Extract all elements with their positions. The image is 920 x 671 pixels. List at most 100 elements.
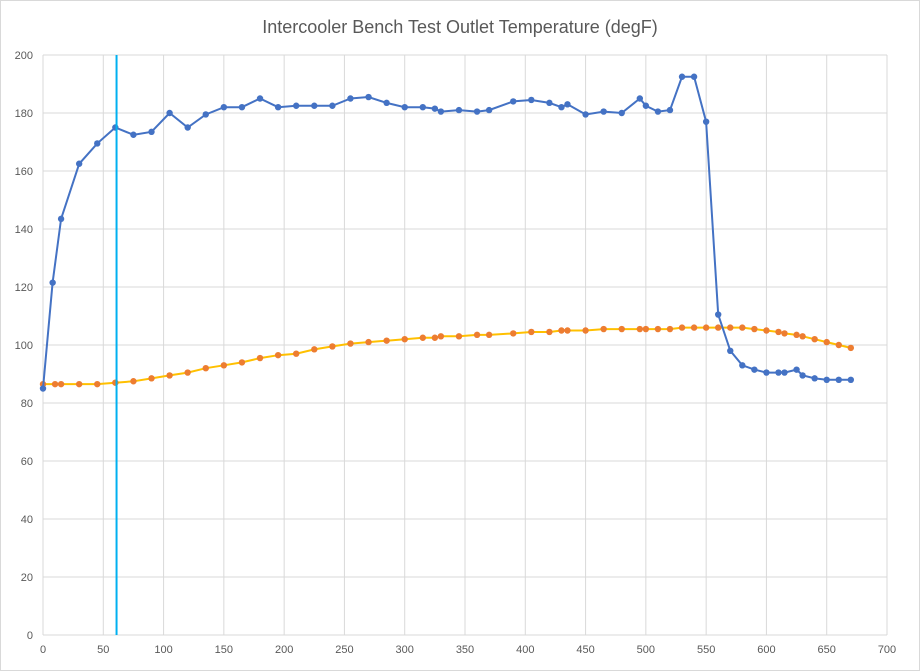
series-2-point bbox=[666, 325, 674, 333]
series-1-point bbox=[202, 111, 209, 118]
series-1-point bbox=[618, 109, 625, 117]
series-1-point bbox=[666, 106, 674, 114]
series-2-point bbox=[75, 380, 83, 388]
series-2-point bbox=[437, 333, 445, 340]
series-2-point bbox=[419, 334, 426, 341]
series-2-point bbox=[112, 379, 119, 386]
series-2-point bbox=[383, 337, 390, 344]
series-1-point bbox=[528, 96, 535, 104]
series-2-point bbox=[775, 328, 782, 336]
series-2-point bbox=[564, 327, 571, 334]
series-1-point bbox=[57, 215, 65, 223]
x-tick-label: 50 bbox=[97, 644, 109, 656]
series-2-point bbox=[401, 336, 408, 343]
series-2-point bbox=[311, 346, 318, 353]
series-2-point bbox=[799, 333, 806, 340]
series-1-point bbox=[690, 73, 698, 80]
series-2-point bbox=[811, 336, 818, 343]
series-1-point bbox=[763, 369, 770, 376]
y-tick-label: 160 bbox=[15, 166, 33, 178]
series-2-point bbox=[690, 324, 698, 331]
series-2-point bbox=[329, 343, 336, 350]
y-tick-label: 40 bbox=[21, 514, 33, 526]
series-1-point bbox=[485, 106, 493, 114]
series-2-point bbox=[823, 338, 830, 346]
series-2-point bbox=[739, 324, 746, 331]
series-2-point bbox=[835, 341, 842, 349]
series-2-point bbox=[528, 328, 535, 336]
series-2-point bbox=[184, 369, 191, 376]
x-tick-label: 400 bbox=[516, 644, 534, 656]
x-tick-label: 200 bbox=[275, 644, 293, 656]
series-2-point bbox=[347, 340, 354, 347]
series-2-point bbox=[618, 325, 625, 333]
x-tick-label: 450 bbox=[576, 644, 594, 656]
series-1-point bbox=[401, 104, 408, 111]
x-tick-label: 150 bbox=[215, 644, 233, 656]
series-1-point bbox=[799, 372, 806, 379]
series-1-point bbox=[636, 95, 644, 102]
x-tick-label: 0 bbox=[40, 644, 46, 656]
series-2-point bbox=[473, 331, 481, 339]
series-2-point bbox=[148, 375, 155, 382]
y-tick-label: 140 bbox=[15, 224, 33, 236]
series-1-point bbox=[835, 376, 842, 383]
series-1-point bbox=[293, 102, 300, 109]
series-2-point bbox=[793, 331, 800, 339]
series-1-point bbox=[600, 108, 607, 115]
series-1-point bbox=[39, 385, 47, 392]
series-1-point bbox=[274, 104, 282, 111]
series-1-point bbox=[329, 102, 336, 109]
series-2-point bbox=[202, 365, 209, 372]
x-tick-label: 700 bbox=[878, 644, 896, 656]
x-tick-label: 100 bbox=[154, 644, 172, 656]
series-2-point bbox=[166, 372, 173, 379]
series-2-point bbox=[274, 351, 282, 359]
series-2-point bbox=[727, 324, 734, 331]
series-1-point bbox=[238, 104, 246, 111]
series-1-point bbox=[311, 102, 318, 109]
series-1-point bbox=[94, 140, 101, 147]
series-1-point bbox=[437, 108, 445, 115]
x-tick-label: 500 bbox=[637, 644, 655, 656]
series-2-point bbox=[678, 324, 686, 331]
series-1-point bbox=[419, 104, 426, 111]
series-1-point bbox=[455, 106, 463, 114]
series-2-point bbox=[654, 325, 662, 333]
series-2-point bbox=[94, 380, 101, 388]
chart-title: Intercooler Bench Test Outlet Temperatur… bbox=[262, 17, 658, 37]
series-2-point bbox=[256, 354, 264, 362]
series-1-point bbox=[811, 375, 818, 382]
x-tick-label: 250 bbox=[335, 644, 353, 656]
series-1-point bbox=[546, 99, 553, 107]
series-2-point bbox=[431, 334, 439, 341]
x-tick-label: 550 bbox=[697, 644, 715, 656]
series-1-point bbox=[823, 376, 830, 383]
series-1-point bbox=[431, 105, 439, 112]
y-tick-label: 20 bbox=[21, 572, 33, 584]
series-1-point bbox=[715, 311, 722, 318]
series-2-point bbox=[751, 325, 758, 333]
x-tick-label: 650 bbox=[818, 644, 836, 656]
series-2-point bbox=[365, 338, 372, 346]
series-1-point bbox=[75, 160, 83, 167]
x-tick-label: 600 bbox=[757, 644, 775, 656]
y-tick-label: 100 bbox=[15, 340, 33, 352]
series-1-point bbox=[148, 128, 155, 136]
series-1-point bbox=[751, 366, 758, 373]
series-1-point bbox=[365, 93, 372, 101]
series-2-point bbox=[293, 350, 300, 357]
series-2-point bbox=[57, 380, 65, 388]
y-tick-label: 120 bbox=[15, 282, 33, 294]
series-2-point bbox=[702, 324, 710, 331]
series-2-point bbox=[558, 327, 565, 334]
series-1-point bbox=[166, 109, 173, 117]
series-2-point bbox=[510, 330, 517, 337]
series-2-point bbox=[781, 330, 788, 337]
series-1-point bbox=[775, 369, 782, 376]
y-tick-label: 80 bbox=[21, 398, 33, 410]
series-1-point bbox=[184, 124, 191, 131]
series-1-point bbox=[130, 131, 137, 138]
series-2-point bbox=[238, 359, 246, 366]
series-2-point bbox=[220, 362, 228, 369]
